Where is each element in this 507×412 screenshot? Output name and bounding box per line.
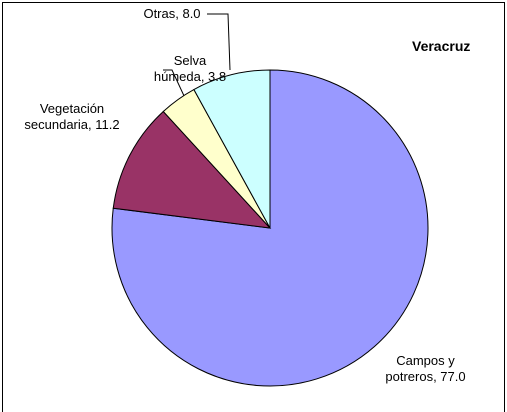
- data-label: Otras, 8.0: [143, 6, 201, 21]
- data-label: Campos y potreros, 77.0: [385, 353, 466, 384]
- pie-slice: [112, 110, 272, 229]
- data-label: Vegetación secundaria, 11.2: [24, 101, 120, 132]
- chart-title: Veracruz: [412, 38, 471, 54]
- pie-slice: [193, 69, 271, 229]
- pie: [111, 69, 429, 387]
- leader-line: [207, 13, 231, 71]
- pie-slice: [111, 69, 429, 387]
- data-label: Selva húmeda, 3.8: [153, 53, 227, 84]
- leader-line: [163, 69, 186, 99]
